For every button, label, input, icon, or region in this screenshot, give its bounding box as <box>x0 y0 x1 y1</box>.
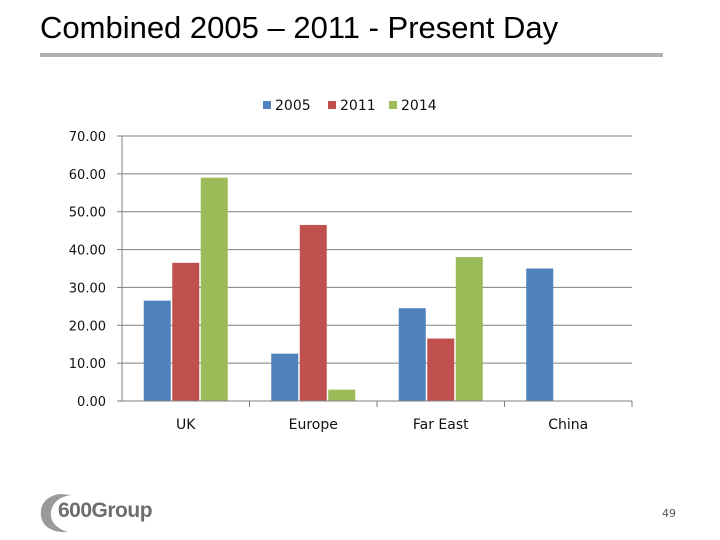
x-tick-label: Europe <box>289 417 338 433</box>
bar-2005-europe <box>271 353 299 401</box>
y-tick-label: 50.00 <box>69 206 106 221</box>
y-tick-label: 30.00 <box>69 281 106 296</box>
bar-2011-far-east <box>427 338 455 401</box>
bar-2011-uk <box>172 262 200 401</box>
legend-swatch-2014 <box>389 101 397 109</box>
x-tick-label: Far East <box>413 417 469 433</box>
company-logo-text: 600Group <box>58 499 153 522</box>
x-tick-label: UK <box>176 417 196 433</box>
legend-swatch-2005 <box>263 101 271 109</box>
title-underline <box>40 53 663 57</box>
bar-2005-uk <box>143 300 171 401</box>
legend-label-2005: 2005 <box>275 98 311 114</box>
x-tick-label: China <box>548 417 588 433</box>
slide-title: Combined 2005 – 2011 - Present Day <box>40 10 559 45</box>
y-tick-label: 20.00 <box>69 319 106 334</box>
legend-label-2011: 2011 <box>340 98 376 114</box>
bar-2014-uk <box>200 177 228 401</box>
company-logo-swoosh-icon <box>40 494 72 533</box>
y-tick-label: 40.00 <box>69 244 106 259</box>
y-tick-label: 0.00 <box>77 395 106 410</box>
bar-2005-far-east <box>398 308 426 401</box>
page-number: 49 <box>662 507 676 520</box>
y-axis-tick-labels: 0.00 10.00 20.00 30.00 40.00 50.00 60.00 70.00 <box>69 130 106 410</box>
bar-series <box>143 177 554 401</box>
bar-2005-china <box>526 268 554 401</box>
bar-2011-europe <box>299 224 327 401</box>
legend-swatch-2011 <box>328 101 336 109</box>
y-tick-label: 70.00 <box>69 130 106 145</box>
legend-label-2014: 2014 <box>401 98 437 114</box>
y-tick-label: 10.00 <box>69 357 106 372</box>
bar-2014-europe <box>328 389 356 401</box>
x-axis: UK Europe Far East China <box>121 136 633 433</box>
bar-2014-far-east <box>455 257 483 401</box>
chart-legend: 2005 2011 2014 <box>263 98 437 114</box>
y-tick-label: 60.00 <box>69 168 106 183</box>
